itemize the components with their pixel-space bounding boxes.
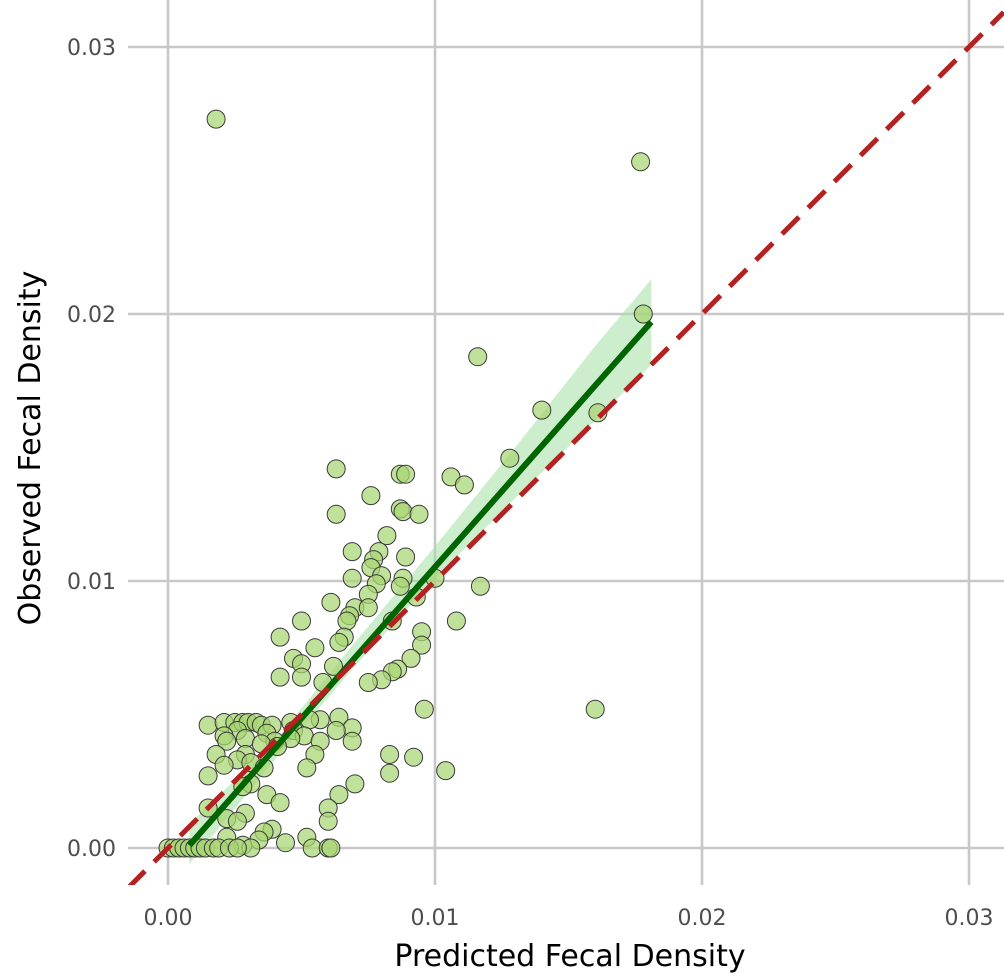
data-point-19	[342, 542, 362, 562]
data-point-36	[337, 611, 357, 631]
data-point-4	[532, 400, 552, 420]
data-point-97	[380, 763, 400, 783]
data-point-29	[470, 576, 490, 596]
data-point-133	[227, 838, 247, 858]
data-point-15	[326, 504, 346, 524]
y-tick-label-2: 0.02	[67, 303, 116, 328]
tick-labels: 0.00 0.01 0.02 0.03 0.00 0.01 0.02 0.03	[67, 36, 993, 931]
data-point-32	[321, 592, 341, 612]
data-point-1	[631, 152, 651, 172]
data-point-2	[633, 304, 653, 324]
data-point-28	[390, 576, 410, 596]
data-point-110	[318, 811, 338, 831]
data-point-90	[404, 747, 424, 767]
data-point-17	[377, 526, 397, 546]
data-point-53	[270, 667, 290, 687]
data-point-44	[412, 635, 432, 655]
data-point-41	[270, 627, 290, 647]
x-tick-label-2: 0.02	[678, 906, 727, 931]
identity-line-layer	[128, 10, 1004, 885]
data-point-12	[361, 486, 381, 506]
data-point-16	[409, 504, 429, 524]
grid-lines	[128, 0, 1004, 885]
confidence-band	[189, 279, 652, 864]
y-tick-label-1: 0.01	[67, 570, 116, 595]
confidence-band-layer	[189, 279, 652, 864]
data-point-57	[585, 699, 605, 719]
data-point-98	[198, 766, 218, 786]
data-point-7	[326, 459, 346, 479]
data-point-37	[292, 611, 311, 631]
data-point-58	[414, 699, 434, 719]
data-point-109	[227, 811, 247, 831]
data-point-20	[396, 547, 416, 567]
data-point-119	[302, 838, 322, 858]
fit-line	[187, 320, 654, 848]
data-point-46	[401, 648, 421, 668]
data-point-99	[345, 774, 365, 794]
x-tick-label-3: 0.03	[945, 906, 994, 931]
data-point-89	[380, 745, 400, 764]
data-point-52	[292, 667, 311, 687]
data-points	[158, 109, 653, 858]
data-point-93	[214, 755, 234, 775]
data-point-3	[468, 347, 488, 367]
data-point-14	[393, 502, 413, 522]
identity-line	[128, 10, 1004, 885]
data-point-49	[324, 656, 343, 676]
data-point-81	[342, 731, 362, 751]
data-point-104	[270, 793, 290, 813]
x-tick-label-0: 0.00	[144, 906, 193, 931]
data-point-80	[217, 731, 237, 751]
data-point-0	[206, 109, 226, 129]
data-point-9	[396, 464, 416, 484]
x-axis-title: Predicted Fecal Density	[394, 939, 745, 974]
y-tick-label-0: 0.00	[67, 837, 116, 862]
fit-line-layer	[187, 320, 654, 848]
data-point-5	[588, 403, 608, 423]
data-point-6	[500, 448, 520, 468]
data-point-121	[321, 838, 341, 858]
data-point-39	[446, 611, 466, 631]
data-point-63	[198, 715, 218, 735]
data-point-73	[326, 721, 346, 740]
y-axis-title: Observed Fecal Density	[13, 271, 48, 626]
data-point-43	[329, 632, 349, 652]
data-point-116	[276, 833, 295, 853]
data-point-45	[305, 638, 325, 658]
data-point-56	[358, 673, 378, 692]
x-tick-label-1: 0.01	[411, 906, 460, 931]
data-point-79	[235, 729, 255, 748]
data-point-34	[358, 598, 378, 618]
data-point-11	[454, 475, 474, 495]
data-point-24	[342, 568, 362, 588]
data-point-95	[297, 758, 317, 778]
y-tick-label-3: 0.03	[67, 36, 116, 61]
data-point-96	[436, 761, 456, 781]
data-point-103	[329, 785, 349, 805]
